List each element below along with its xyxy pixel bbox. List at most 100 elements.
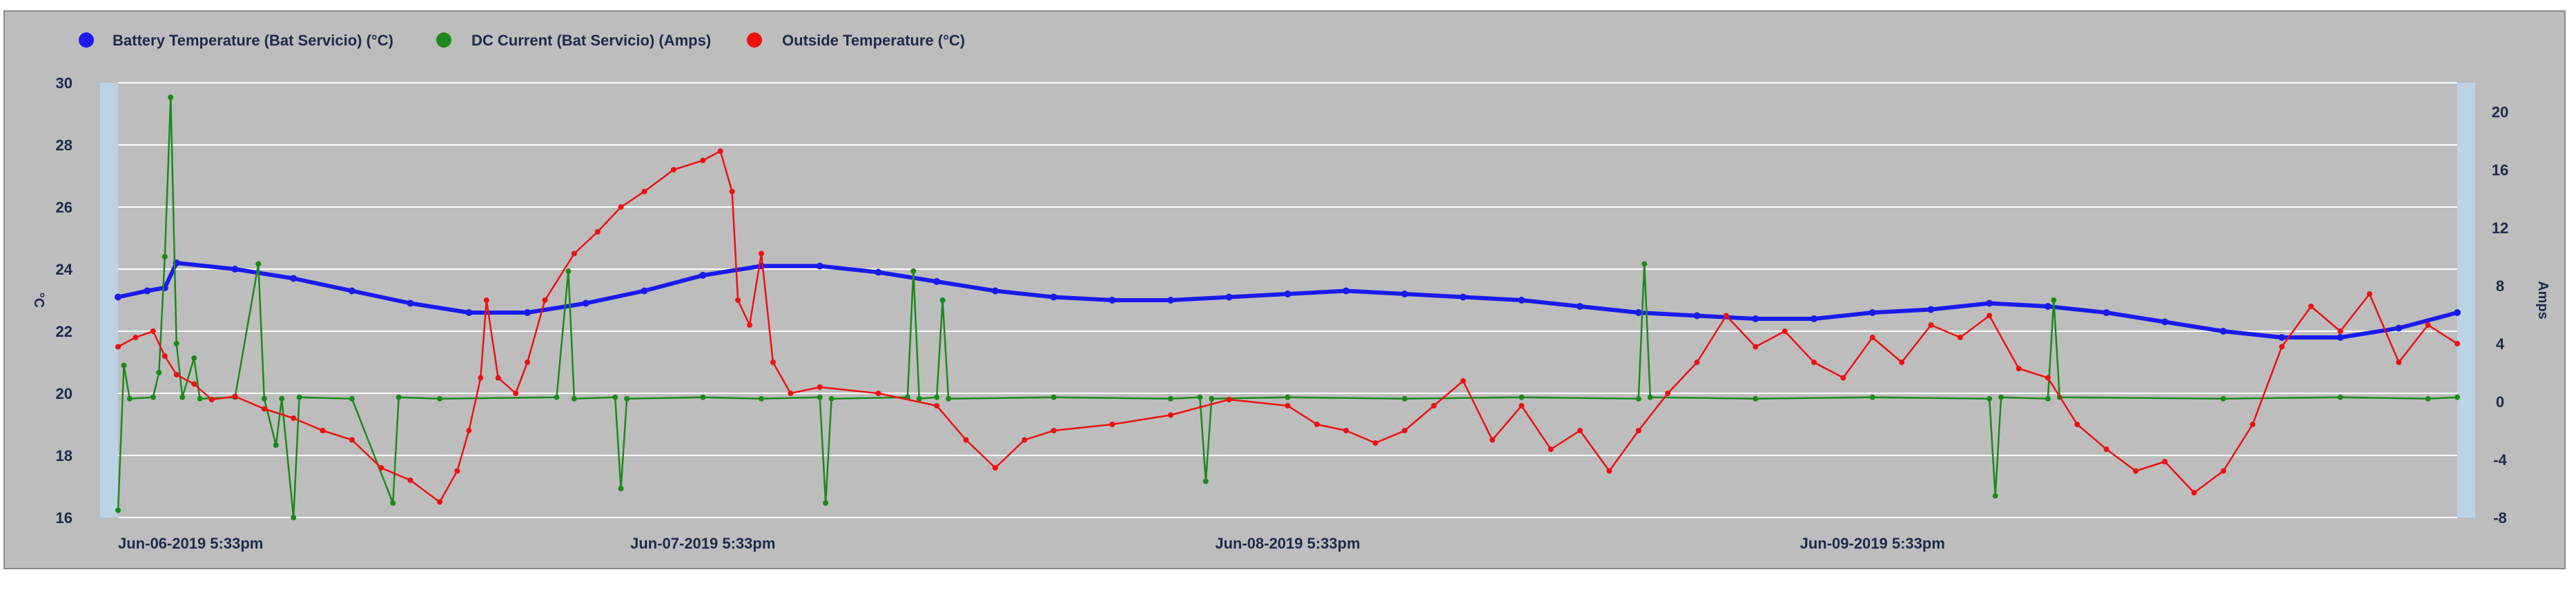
legend-label-outside: Outside Temperature (°C): [782, 32, 965, 49]
data-point: [1490, 437, 1496, 443]
data-point: [817, 394, 823, 400]
data-point: [1577, 428, 1583, 433]
data-point: [1284, 291, 1291, 297]
data-point: [875, 391, 881, 396]
data-point: [817, 384, 823, 390]
data-point: [823, 500, 829, 506]
data-point: [828, 395, 835, 402]
x-tick-label: Jun-07-2019 5:33pm: [630, 535, 775, 552]
data-point: [2016, 366, 2022, 371]
data-point: [1868, 309, 1876, 316]
series-0: [115, 259, 2461, 341]
data-point: [483, 297, 489, 303]
data-point: [1899, 360, 1905, 365]
data-point: [349, 395, 355, 402]
data-point: [121, 362, 127, 368]
data-point: [1987, 313, 1993, 319]
data-point: [2308, 304, 2314, 309]
data-point: [1992, 493, 1998, 499]
data-point: [2074, 422, 2080, 427]
data-point: [2045, 375, 2051, 381]
data-point: [115, 344, 121, 350]
y-left-tick-label: 22: [56, 323, 72, 340]
data-point: [150, 394, 156, 400]
data-point: [571, 250, 577, 257]
data-point: [946, 395, 952, 402]
data-point: [934, 394, 940, 400]
data-point: [1460, 378, 1466, 384]
data-point: [2221, 395, 2227, 402]
data-point: [1869, 394, 1875, 400]
data-point: [197, 395, 203, 402]
x-tick-label: Jun-09-2019 5:33pm: [1800, 535, 1945, 552]
data-point: [156, 370, 162, 375]
data-point: [1987, 395, 1993, 402]
data-point: [758, 250, 764, 257]
data-point: [173, 341, 179, 346]
data-point: [1635, 428, 1641, 433]
y-right-tick-label: 20: [2492, 104, 2508, 121]
data-point: [699, 272, 707, 279]
y-right-tick-label: 4: [2496, 335, 2505, 353]
y-right-tick-label: 12: [2492, 219, 2508, 237]
y-left-tick-label: 18: [56, 447, 72, 464]
data-point: [554, 394, 560, 400]
data-point: [1051, 394, 1057, 400]
y-left-tick-label: 28: [56, 137, 72, 154]
data-point: [934, 403, 940, 409]
data-point: [1167, 297, 1175, 304]
data-point: [1168, 412, 1174, 418]
data-point: [1225, 293, 1233, 301]
data-point: [700, 157, 706, 164]
data-point: [1869, 335, 1875, 340]
data-point: [231, 266, 239, 273]
data-point: [624, 395, 630, 402]
data-point: [261, 406, 267, 412]
data-point: [2220, 328, 2227, 335]
data-point: [162, 353, 168, 359]
data-point: [478, 375, 484, 381]
panel-border: [3, 10, 2566, 569]
data-point: [747, 322, 753, 328]
data-point: [162, 254, 168, 259]
data-point: [1285, 403, 1291, 409]
data-point: [641, 287, 648, 295]
data-point: [729, 188, 735, 195]
data-point: [150, 328, 156, 334]
data-point: [910, 268, 917, 274]
data-point: [525, 360, 531, 365]
plot-series: [115, 95, 2461, 520]
data-point: [1635, 395, 1641, 402]
legend: Battery Temperature (Bat Servicio) (°C) …: [79, 32, 965, 49]
data-point: [2102, 309, 2110, 316]
x-tick-label: Jun-06-2019 5:33pm: [118, 535, 263, 552]
data-point: [2336, 334, 2344, 341]
data-point: [816, 262, 823, 270]
data-point: [296, 394, 302, 400]
data-point: [208, 397, 215, 402]
data-point: [1050, 293, 1057, 301]
data-point: [2191, 490, 2197, 495]
data-point: [2221, 468, 2227, 474]
data-point: [126, 395, 133, 402]
data-point: [291, 415, 297, 421]
data-point: [349, 437, 355, 443]
y-right-tick-label: 16: [2492, 161, 2508, 179]
data-point: [1927, 306, 1935, 313]
data-point: [2250, 422, 2256, 427]
data-point: [2455, 394, 2460, 400]
data-point: [641, 188, 647, 195]
data-point: [991, 287, 999, 295]
y-right-ticks: -8 -4 0 4 8 12 16 20: [2492, 104, 2508, 527]
series-line: [117, 96, 2458, 519]
data-point: [1723, 313, 1729, 319]
data-point: [144, 287, 151, 295]
data-point: [2455, 341, 2460, 346]
data-point: [436, 499, 442, 505]
data-point: [133, 335, 139, 340]
data-point: [1202, 478, 1209, 484]
data-point: [542, 297, 548, 303]
data-point: [565, 268, 572, 274]
data-point: [2162, 459, 2168, 464]
